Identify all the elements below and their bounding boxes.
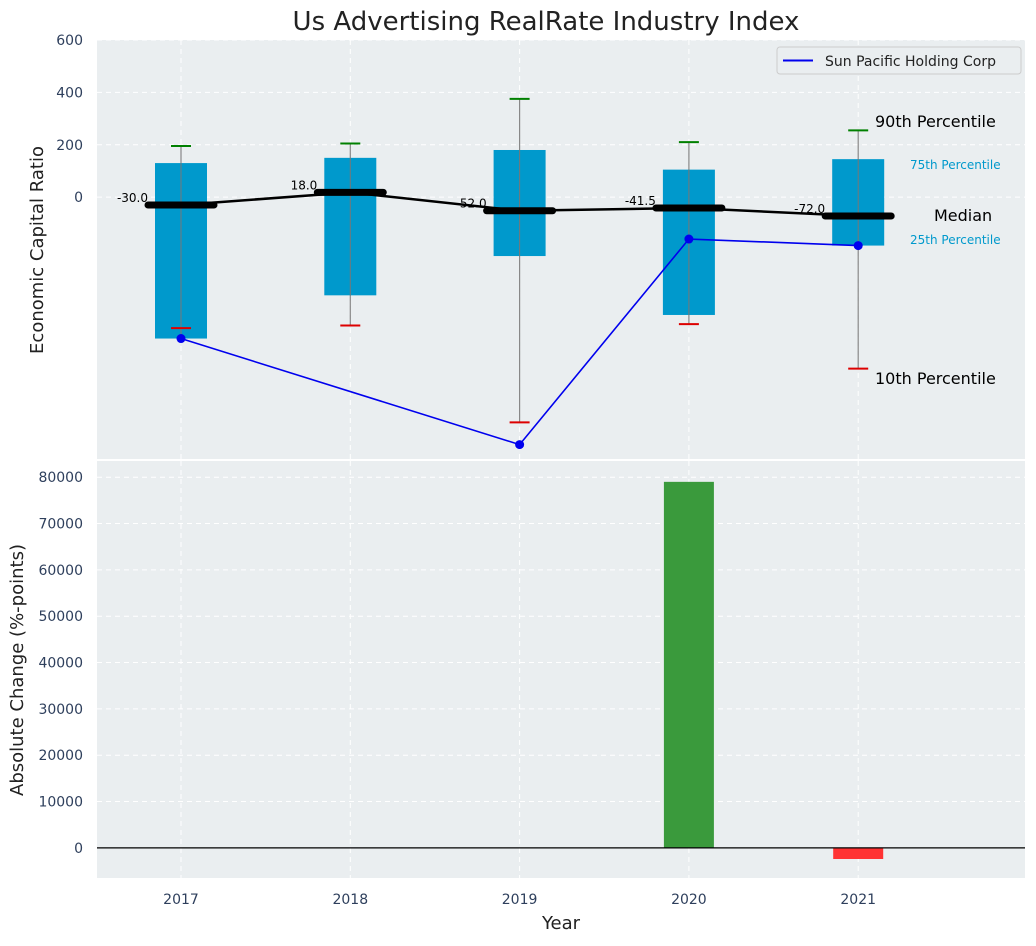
company-series-point: [853, 241, 863, 251]
top-y-ticks: 600 400 200 0: [56, 33, 83, 206]
median-line-group: -30.0 18.0 -52.0 -41.5 -72.0: [117, 178, 895, 220]
x-tick-label: 2019: [502, 892, 538, 908]
company-series-group: [176, 234, 863, 450]
box-plot-group: [155, 97, 885, 424]
x-ticks: 2017 2018 2019 2020 2021: [163, 892, 876, 908]
bottom-y-tick-label: 0: [74, 841, 83, 857]
change-bar: [833, 847, 884, 860]
legend-label: Sun Pacific Holding Corp: [825, 54, 996, 70]
bottom-y-tick-label: 40000: [38, 656, 83, 672]
median-value-label: -30.0: [117, 191, 148, 205]
bottom-y-tick-label: 60000: [38, 563, 83, 579]
bottom-y-tick-label: 20000: [38, 748, 83, 764]
x-tick-label: 2020: [671, 892, 707, 908]
median-value-label: -52.0: [456, 197, 487, 211]
bottom-y-tick-label: 50000: [38, 609, 83, 625]
company-series-line: [180, 238, 859, 446]
annotation-25th: 25th Percentile: [910, 233, 1001, 247]
top-y-tick-label: 600: [56, 33, 83, 49]
top-y-tick-label: 0: [74, 190, 83, 206]
bottom-y-ticks: 80000 70000 60000 50000 40000 30000 20000 10000…: [38, 470, 83, 857]
bottom-y-tick-label: 30000: [38, 702, 83, 718]
median-value-label: -41.5: [625, 194, 656, 208]
annotation-90th: 90th Percentile: [875, 112, 996, 131]
median-value-label: -72.0: [794, 202, 825, 216]
annotation-10th: 10th Percentile: [875, 369, 996, 388]
legend: Sun Pacific Holding Corp: [776, 46, 1022, 75]
legend-box: [776, 46, 1022, 75]
median-value-label: 18.0: [291, 178, 318, 192]
x-tick-label: 2021: [840, 892, 876, 908]
top-y-tick-label: 200: [56, 138, 83, 154]
percentile-annotations: 90th Percentile 75th Percentile Median 2…: [875, 112, 1001, 388]
bottom-y-tick-label: 70000: [38, 517, 83, 533]
x-tick-label: 2018: [332, 892, 368, 908]
top-y-axis-label: Economic Capital Ratio: [27, 146, 48, 354]
bottom-y-tick-label: 10000: [38, 795, 83, 811]
annotation-75th: 75th Percentile: [910, 158, 1001, 172]
company-series-point: [684, 234, 694, 244]
top-y-tick-label: 400: [56, 85, 83, 101]
company-series-point: [515, 440, 525, 450]
top-panel-background: [97, 40, 1025, 459]
bottom-panel-background: [97, 461, 1025, 878]
change-bar: [663, 481, 714, 848]
bottom-y-tick-label: 80000: [38, 470, 83, 486]
x-axis-label: Year: [541, 913, 581, 934]
x-tick-label: 2017: [163, 892, 199, 908]
bottom-y-axis-label: Absolute Change (%-points): [7, 544, 28, 796]
bar-group: [97, 481, 1025, 860]
chart-title: Us Advertising RealRate Industry Index: [293, 7, 800, 37]
annotation-median: Median: [934, 206, 992, 225]
company-series-point: [176, 334, 186, 344]
